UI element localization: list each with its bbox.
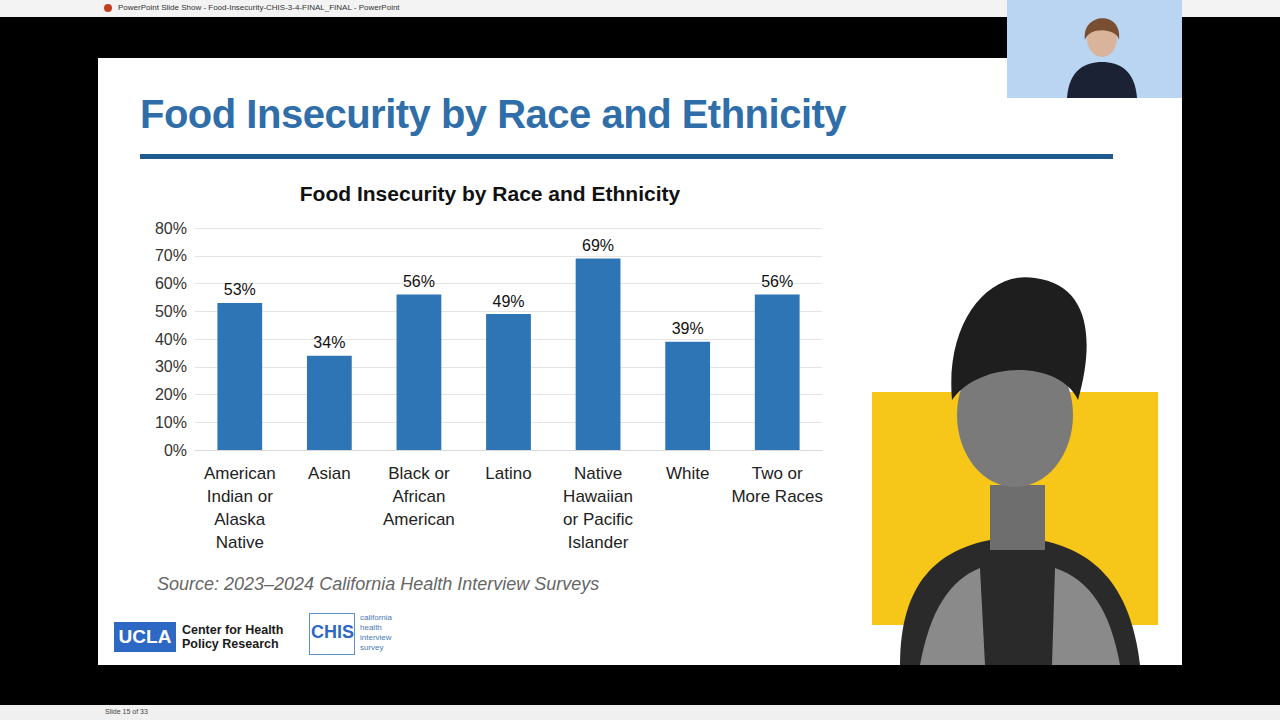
- svg-text:Two or: Two or: [752, 464, 803, 483]
- svg-text:60%: 60%: [155, 275, 187, 292]
- html-text:Slide 15 of 33: Slide 15 of 33: [105, 708, 148, 715]
- svg-text:0%: 0%: [164, 442, 187, 459]
- svg-text:Native: Native: [574, 464, 622, 483]
- html-text:CHIS: CHIS: [311, 622, 354, 642]
- svg-text:10%: 10%: [155, 414, 187, 431]
- html-text:Center for Health Policy Resea: Center for Health Policy Research: [182, 623, 284, 651]
- svg-text:Hawaiian: Hawaiian: [563, 487, 633, 506]
- html-text:15: 15: [1142, 643, 1157, 658]
- svg-text:80%: 80%: [155, 220, 187, 237]
- html-text:PowerPoint Slide Show - Food-I: PowerPoint Slide Show - Food-Insecurity-…: [118, 3, 400, 12]
- html-text:health: health: [360, 623, 382, 632]
- svg-text:56%: 56%: [403, 273, 435, 290]
- svg-text:American: American: [383, 510, 455, 529]
- svg-text:Indian or: Indian or: [207, 487, 273, 506]
- html-text:survey: survey: [360, 643, 384, 652]
- svg-text:Latino: Latino: [485, 464, 531, 483]
- svg-text:More Races: More Races: [731, 487, 823, 506]
- svg-text:American: American: [204, 464, 276, 483]
- svg-text:56%: 56%: [761, 273, 793, 290]
- svg-text:Alaska: Alaska: [214, 510, 266, 529]
- svg-text:39%: 39%: [672, 320, 704, 337]
- svg-text:69%: 69%: [582, 237, 614, 254]
- html-text:Source: 2023–2024 California H: Source: 2023–2024 California Health Inte…: [157, 574, 600, 594]
- svg-text:49%: 49%: [492, 293, 524, 310]
- html-text:Food Insecurity by Race and Et: Food Insecurity by Race and Ethnicity: [140, 92, 847, 136]
- svg-text:70%: 70%: [155, 247, 187, 264]
- html-text:interview: interview: [360, 633, 392, 642]
- html-text:UCLA: UCLA: [118, 626, 172, 647]
- svg-text:or Pacific: or Pacific: [563, 510, 633, 529]
- svg-text:50%: 50%: [155, 303, 187, 320]
- svg-text:Food Insecurity by Race and Et: Food Insecurity by Race and Ethnicity: [300, 182, 681, 205]
- html-text:california: california: [360, 613, 392, 622]
- svg-text:53%: 53%: [224, 281, 256, 298]
- svg-text:Native: Native: [216, 533, 264, 552]
- svg-text:30%: 30%: [155, 358, 187, 375]
- svg-text:Asian: Asian: [308, 464, 351, 483]
- svg-text:White: White: [666, 464, 709, 483]
- svg-text:34%: 34%: [313, 334, 345, 351]
- svg-text:20%: 20%: [155, 386, 187, 403]
- svg-text:40%: 40%: [155, 331, 187, 348]
- svg-text:Black or: Black or: [388, 464, 450, 483]
- svg-text:Islander: Islander: [568, 533, 629, 552]
- svg-text:African: African: [392, 487, 445, 506]
